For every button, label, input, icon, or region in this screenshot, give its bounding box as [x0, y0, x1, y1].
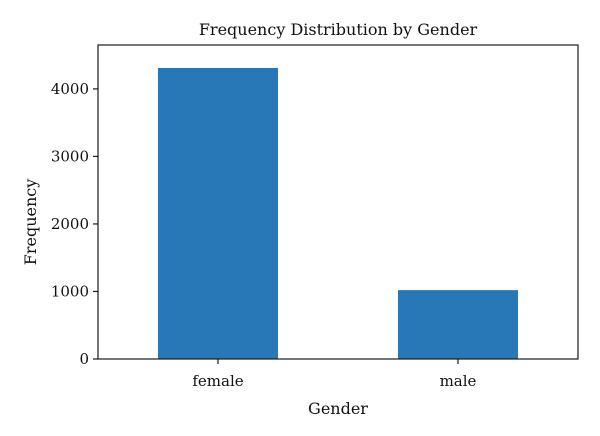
chart-title: Frequency Distribution by Gender	[199, 20, 478, 39]
bar-female	[158, 67, 278, 359]
y-axis-ticks: 0 1000 2000 3000 4000	[51, 80, 98, 368]
bar-male	[398, 290, 518, 359]
y-tick-label: 4000	[51, 80, 89, 98]
y-tick-label: 3000	[51, 147, 89, 165]
x-axis-label: Gender	[308, 399, 368, 418]
y-tick-label: 1000	[51, 282, 89, 300]
x-axis-ticks: female male	[192, 359, 477, 390]
y-axis-label: Frequency	[21, 179, 40, 266]
x-tick-label: female	[192, 372, 243, 390]
y-tick-label: 0	[79, 350, 89, 368]
x-tick-label: male	[440, 372, 477, 390]
bars-group	[158, 67, 518, 359]
plot-frame	[97, 44, 579, 360]
y-tick-label: 2000	[51, 215, 89, 233]
